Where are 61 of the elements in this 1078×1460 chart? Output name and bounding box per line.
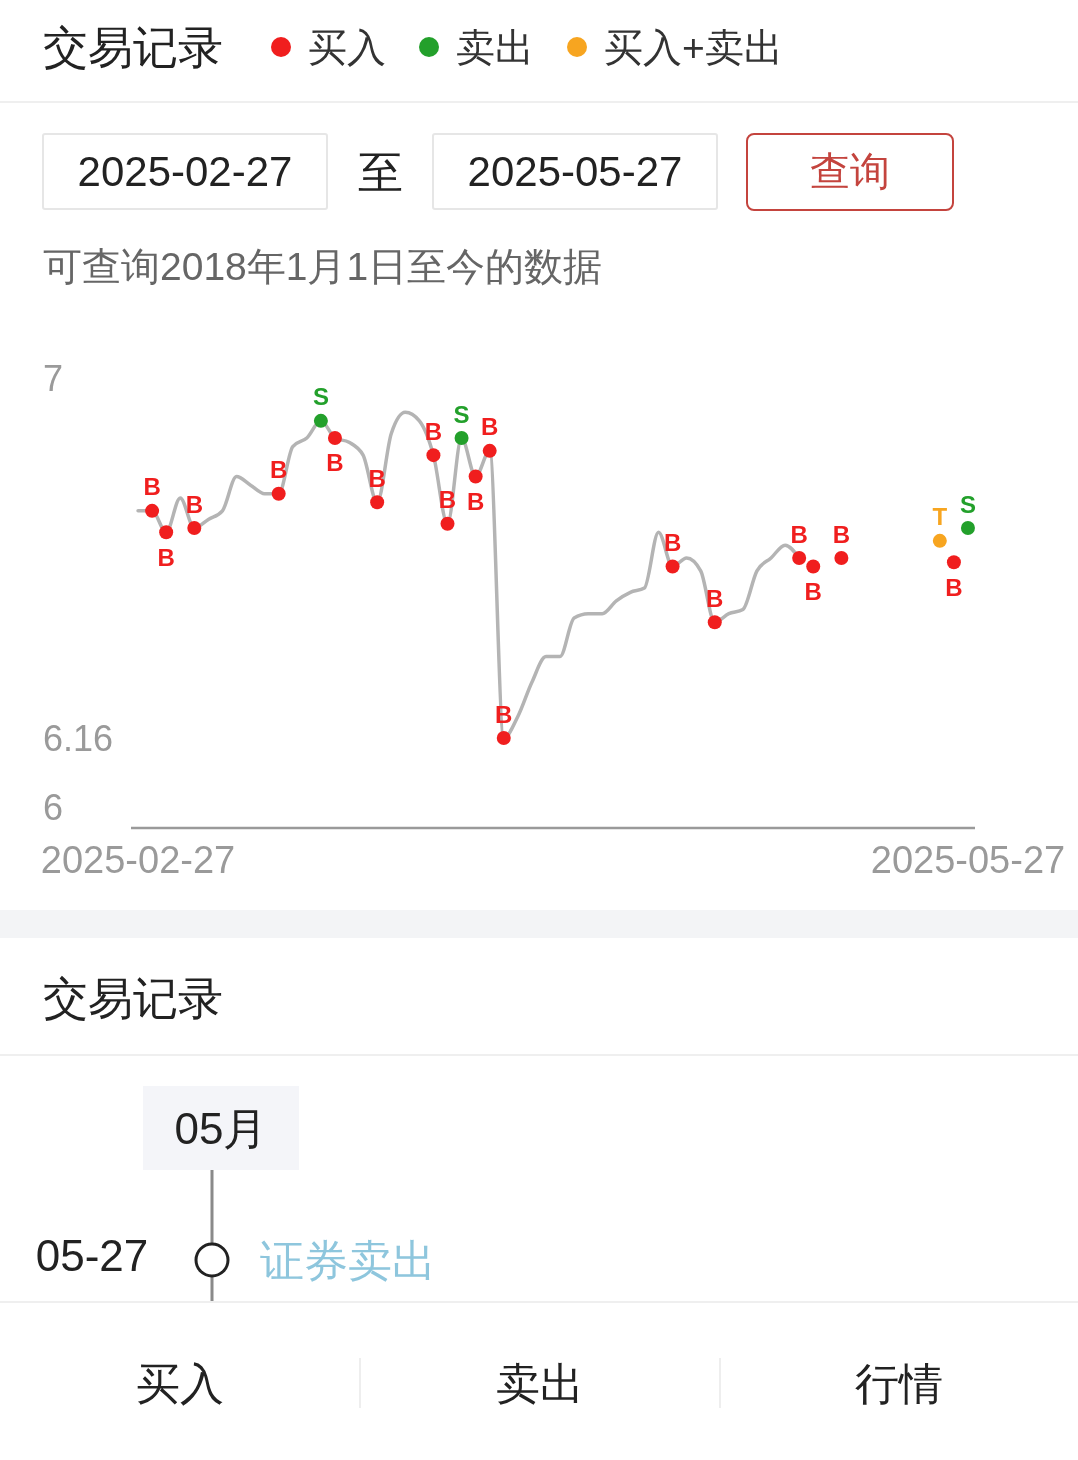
- point: [932, 533, 947, 548]
- data-label: B: [481, 412, 499, 440]
- data-label: B: [495, 700, 513, 728]
- legend-label: 卖出: [456, 25, 534, 69]
- point: [454, 431, 469, 445]
- chart-title: 交易记录: [43, 21, 223, 73]
- data-label: B: [424, 417, 443, 445]
- text: 2025-02-27: [77, 147, 293, 195]
- data-label: B: [466, 487, 485, 515]
- data-label: B: [438, 485, 457, 513]
- point: [792, 551, 807, 565]
- point: [834, 551, 849, 565]
- data-label: B: [832, 520, 851, 548]
- data-label: S: [959, 490, 976, 518]
- text: 卖出: [496, 1358, 584, 1408]
- text: 可查询2018年1月1日至今的数据: [43, 244, 603, 288]
- legend-label: 买入: [308, 25, 386, 69]
- y-tick-label: 7: [43, 357, 64, 399]
- text: 至: [357, 146, 403, 198]
- data-label: B: [157, 543, 175, 571]
- point: [665, 559, 680, 574]
- y-tick-label: 6: [43, 786, 64, 828]
- data-label: S: [453, 400, 470, 428]
- data-label: B: [945, 573, 963, 601]
- data-label: B: [706, 584, 724, 612]
- data-label: B: [185, 490, 203, 518]
- data-label: T: [932, 502, 948, 530]
- legend-label: 买入+卖出: [604, 25, 783, 69]
- point: [271, 486, 286, 501]
- data-label: B: [804, 577, 822, 605]
- text: 行情: [855, 1358, 943, 1408]
- point: [806, 559, 821, 574]
- text: 证券卖出: [260, 1235, 436, 1285]
- point: [960, 521, 975, 535]
- y-tick-label: 6.16: [43, 717, 114, 759]
- data-label: B: [143, 472, 161, 500]
- text: 查询: [810, 149, 890, 193]
- point: [496, 731, 511, 745]
- data-label: B: [326, 448, 344, 476]
- point: [440, 516, 455, 531]
- point: [370, 495, 385, 510]
- data-label: B: [270, 455, 288, 483]
- point: [707, 615, 722, 630]
- point: [313, 413, 328, 428]
- text: 买入: [136, 1358, 224, 1408]
- point: [145, 503, 160, 518]
- text: 05-27: [35, 1230, 149, 1280]
- point: [482, 443, 497, 458]
- point: [946, 555, 961, 570]
- text: 交易记录: [43, 972, 223, 1024]
- data-label: B: [790, 520, 808, 548]
- text: 05月: [174, 1103, 268, 1153]
- data-label: B: [368, 464, 386, 492]
- point: [159, 525, 174, 540]
- point: [187, 521, 202, 535]
- point: [468, 469, 483, 484]
- point: [426, 448, 441, 463]
- data-label: B: [663, 528, 682, 556]
- data-label: S: [312, 382, 329, 410]
- point: [327, 431, 342, 445]
- text: 2025-05-27: [467, 147, 683, 195]
